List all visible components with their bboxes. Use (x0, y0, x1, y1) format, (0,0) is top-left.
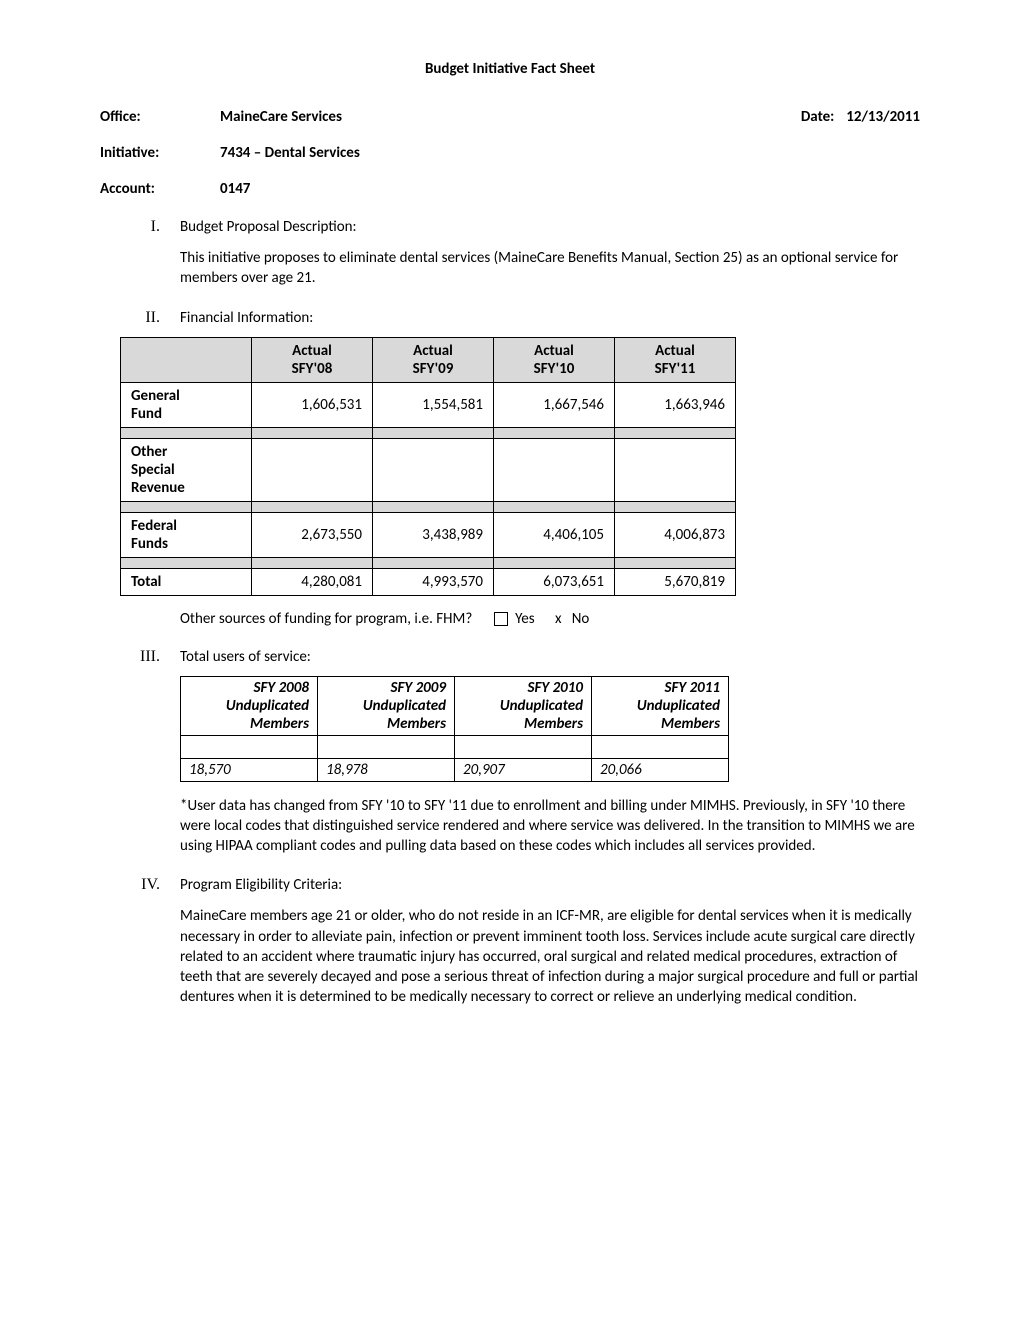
users-values-row: 18,570 18,978 20,907 20,066 (181, 758, 729, 781)
date-value: 12/13/2011 (846, 108, 920, 126)
fin-header-2: ActualSFY'09 (373, 337, 494, 382)
page-title: Budget Initiative Fact Sheet (100, 60, 920, 78)
no-label: No (572, 610, 590, 628)
heading-4: Program Eligibility Criteria: (180, 876, 920, 894)
users-empty-row (181, 735, 729, 758)
funding-text: Other sources of funding for program, i.… (180, 610, 472, 628)
fin-row-other: OtherSpecialRevenue (121, 438, 736, 501)
date-label: Date: (801, 108, 846, 126)
fin-spacer-2 (121, 501, 736, 512)
users-h1: SFY 2008UnduplicatedMembers (181, 676, 318, 735)
fin-spacer-3 (121, 557, 736, 568)
description-text: This initiative proposes to eliminate de… (180, 248, 920, 289)
yes-checkbox (494, 612, 508, 626)
fin-header-4: ActualSFY'11 (615, 337, 736, 382)
meta-office-row: Office: MaineCare Services Date: 12/13/2… (100, 108, 920, 126)
section-3: III. Total users of service: (100, 648, 920, 666)
fin-header-blank (121, 337, 252, 382)
users-h4: SFY 2011UnduplicatedMembers (592, 676, 729, 735)
section-2: II. Financial Information: (100, 309, 920, 327)
fin-row-total: Total 4,280,081 4,993,570 6,073,651 5,67… (121, 568, 736, 595)
office-label: Office: (100, 108, 220, 126)
funding-question: Other sources of funding for program, i.… (180, 610, 920, 628)
fin-row-federal: FederalFunds 2,673,550 3,438,989 4,406,1… (121, 512, 736, 557)
yes-label: Yes (515, 610, 535, 628)
office-value: MaineCare Services (220, 108, 342, 126)
no-mark: x (555, 610, 562, 628)
account-label: Account: (100, 180, 220, 198)
roman-3: III. (100, 648, 180, 666)
fin-header-3: ActualSFY'10 (494, 337, 615, 382)
fin-header-1: ActualSFY'08 (252, 337, 373, 382)
heading-2: Financial Information: (180, 309, 920, 327)
heading-1: Budget Proposal Description: (180, 218, 920, 236)
meta-account-row: Account: 0147 (100, 180, 920, 198)
initiative-value: 7434 – Dental Services (220, 144, 360, 162)
roman-1: I. (100, 218, 180, 236)
financial-table: ActualSFY'08 ActualSFY'09 ActualSFY'10 A… (120, 337, 736, 596)
section-1: I. Budget Proposal Description: (100, 218, 920, 236)
eligibility-text: MaineCare members age 21 or older, who d… (180, 906, 920, 1007)
users-table: SFY 2008UnduplicatedMembers SFY 2009Undu… (180, 676, 729, 782)
meta-initiative-row: Initiative: 7434 – Dental Services (100, 144, 920, 162)
account-value: 0147 (220, 180, 250, 198)
section-4: IV. Program Eligibility Criteria: (100, 876, 920, 894)
heading-3: Total users of service: (180, 648, 920, 666)
roman-4: IV. (100, 876, 180, 894)
users-h2: SFY 2009UnduplicatedMembers (318, 676, 455, 735)
fin-row-general: GeneralFund 1,606,531 1,554,581 1,667,54… (121, 382, 736, 427)
initiative-label: Initiative: (100, 144, 220, 162)
roman-2: II. (100, 309, 180, 327)
fin-spacer-1 (121, 427, 736, 438)
users-note: *User data has changed from SFY '10 to S… (180, 796, 920, 857)
users-h3: SFY 2010UnduplicatedMembers (455, 676, 592, 735)
